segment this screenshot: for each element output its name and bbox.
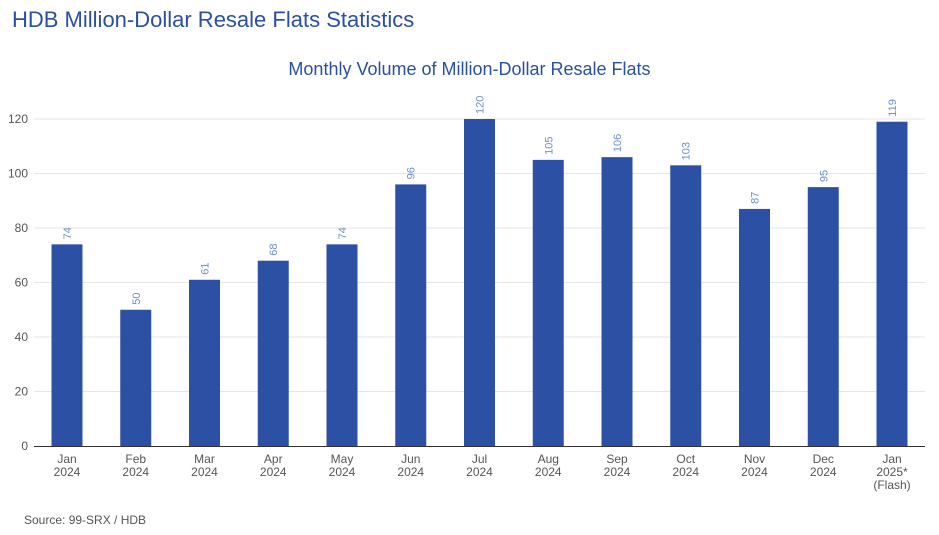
page-title: HDB Million-Dollar Resale Flats Statisti… xyxy=(12,7,415,32)
x-tick-label: 2025* xyxy=(876,465,908,479)
source-note: Source: 99-SRX / HDB xyxy=(24,513,147,527)
data-label: 106 xyxy=(612,134,624,152)
y-tick-label: 60 xyxy=(15,276,29,290)
x-tick-label: Mar xyxy=(194,452,215,466)
data-label: 119 xyxy=(887,99,899,117)
x-tick-label: Dec xyxy=(813,452,834,466)
bar xyxy=(395,184,427,446)
x-tick-label: 2024 xyxy=(397,465,424,479)
data-label: 105 xyxy=(543,137,555,155)
bar xyxy=(601,157,633,446)
x-tick-label: Aug xyxy=(538,452,559,466)
y-tick-label: 40 xyxy=(15,330,29,344)
data-label: 87 xyxy=(750,192,762,204)
x-tick-label: 2024 xyxy=(466,465,493,479)
data-label: 95 xyxy=(818,170,830,182)
bar xyxy=(807,187,839,446)
y-tick-label: 120 xyxy=(8,112,28,126)
data-label: 50 xyxy=(131,293,143,305)
bars xyxy=(51,119,908,446)
data-label: 96 xyxy=(406,167,418,179)
x-tick-label: 2024 xyxy=(122,465,149,479)
x-tick-label: Feb xyxy=(125,452,146,466)
y-tick-label: 100 xyxy=(8,167,28,181)
bar xyxy=(739,208,770,446)
y-tick-label: 20 xyxy=(15,385,29,399)
bar xyxy=(120,309,152,446)
data-label: 74 xyxy=(337,227,349,239)
x-tick-label: 2024 xyxy=(810,465,837,479)
x-axis-ticks: Jan2024Feb2024Mar2024Apr2024May2024Jun20… xyxy=(54,452,911,492)
x-tick-label: 2024 xyxy=(329,465,356,479)
bar xyxy=(51,244,83,446)
bar xyxy=(464,119,495,446)
x-tick-label: Oct xyxy=(676,452,695,466)
bar xyxy=(876,121,908,446)
x-tick-label: 2024 xyxy=(604,465,631,479)
bar xyxy=(189,279,220,446)
x-tick-label: May xyxy=(331,452,354,466)
x-tick-label: 2024 xyxy=(260,465,287,479)
data-label: 74 xyxy=(62,227,74,239)
x-tick-label: Nov xyxy=(744,452,765,466)
data-label: 61 xyxy=(200,263,212,275)
chart-title: Monthly Volume of Million-Dollar Resale … xyxy=(288,59,651,79)
x-tick-label: Sep xyxy=(606,452,628,466)
x-tick-label: Jul xyxy=(472,452,487,466)
x-tick-label: Jun xyxy=(401,452,420,466)
x-tick-label: 2024 xyxy=(535,465,562,479)
x-tick-label: 2024 xyxy=(672,465,699,479)
data-label: 103 xyxy=(681,142,693,160)
bar xyxy=(326,244,358,446)
y-tick-label: 80 xyxy=(15,221,29,235)
bar xyxy=(670,165,702,446)
data-labels: 74 50 61 68 74 96 120 105 106 103 87 95 119 xyxy=(62,96,899,305)
data-label: 68 xyxy=(268,243,280,255)
x-tick-label: 2024 xyxy=(191,465,218,479)
x-tick-label: Jan xyxy=(57,452,76,466)
bar xyxy=(257,260,289,446)
bar xyxy=(532,159,564,446)
y-axis-ticks: 0 20 40 60 80 100 120 xyxy=(8,112,28,453)
x-tick-label: Jan xyxy=(882,452,901,466)
x-tick-label: Apr xyxy=(264,452,283,466)
x-tick-label: (Flash) xyxy=(873,478,910,492)
data-label: 120 xyxy=(475,96,487,114)
x-tick-label: 2024 xyxy=(54,465,81,479)
y-tick-label: 0 xyxy=(21,439,28,453)
x-tick-label: 2024 xyxy=(741,465,768,479)
